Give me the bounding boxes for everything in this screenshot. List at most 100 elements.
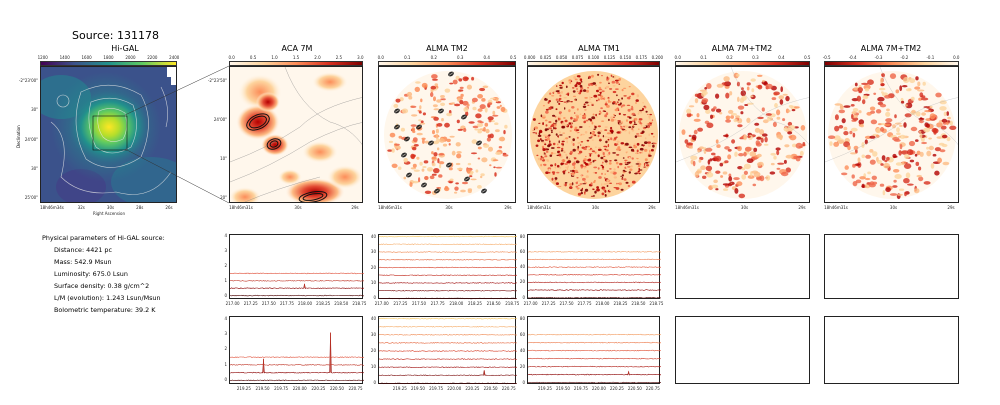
spectrum-series <box>229 280 365 282</box>
higal-x-tick: 26s <box>165 205 173 210</box>
combo7m-colorbar-tick: 0.1 <box>700 55 707 60</box>
spectrum-series <box>378 274 518 276</box>
tm1-map <box>528 67 659 202</box>
tm1-colorbar-tick: 0.200 <box>651 55 664 60</box>
physical-parameters: Physical parameters of Hi-GAL source: Di… <box>42 232 165 316</box>
spectrum-y-tick: 20 <box>370 348 376 353</box>
spectrum-series <box>527 296 662 299</box>
combo7m-x-tick: 30s <box>740 205 749 210</box>
tm1-title: ALMA TM1 <box>578 44 620 53</box>
spectrum-x-tick: 220.75 <box>348 386 363 391</box>
higal-colorbar-tick: 2000 <box>125 55 136 60</box>
combo7m_neg-x-tick: 30s <box>889 205 898 210</box>
spectrum-x-tick: 220.75 <box>501 386 516 391</box>
combo7m-colorbar-tick: 0.0 <box>674 55 681 60</box>
combo7m_neg-colorbar-tick: -0.1 <box>926 55 935 60</box>
spectrum-series <box>527 266 662 268</box>
spectrum-series <box>379 297 518 300</box>
tm2-colorbar <box>378 61 516 66</box>
aca7m-colorbar-tick: 1.5 <box>292 55 300 60</box>
spectrum-y-tick: 80 <box>519 315 525 321</box>
aca7m-colorbar <box>229 61 363 66</box>
spectrum-x-tick: 220.75 <box>645 386 660 391</box>
spectrum-series <box>378 325 517 328</box>
params-heading: Physical parameters of Hi-GAL source: <box>42 234 165 242</box>
spectrum-x-tick: 219.50 <box>410 386 425 391</box>
spectrum-y-tick: 1 <box>224 277 227 283</box>
spectrum-combo7m-neg-b-empty <box>824 316 959 384</box>
source-title: Source: 131178 <box>72 29 159 42</box>
params-l-over-m: L/M (evolution): 1.243 Lsun/Msun <box>54 294 161 302</box>
spectrum-y-tick: 40 <box>370 315 376 321</box>
spectrum-y-tick: 40 <box>519 347 525 353</box>
spectrum-x-tick: 217.75 <box>577 301 592 306</box>
spectrum-series <box>528 365 662 368</box>
spectrum-y-tick: 4 <box>224 315 227 321</box>
tm1-colorbar <box>527 61 660 66</box>
spectrum-y-tick: 20 <box>370 264 376 270</box>
spectrum-y-tick: 2 <box>224 263 227 269</box>
spectrum-y-tick: 20 <box>519 363 525 369</box>
spectrum-x-tick: 219.50 <box>555 386 570 391</box>
combo7m-colorbar-tick: 0.5 <box>804 55 811 60</box>
spectrum-y-tick: 60 <box>519 331 525 337</box>
aca7m-title: ACA 7M <box>281 44 313 53</box>
spectrum-series <box>229 356 365 358</box>
higal-colorbar-tick: 2200 <box>147 55 158 60</box>
aca7m-colorbar-tick: 3.0 <box>357 55 364 60</box>
combo7m-neg-title: ALMA 7M+TM2 <box>860 44 922 53</box>
spectrum-x-tick: 220.00 <box>591 386 606 391</box>
combo7m_neg-colorbar-tick: -0.2 <box>900 55 909 60</box>
params-bolometric-temperature: Bolometric temperature: 39.2 K <box>54 306 156 314</box>
spectrum-series <box>229 332 365 374</box>
aca7m-x-tick: 30s <box>294 205 302 210</box>
spectrum-y-tick: 0 <box>224 377 227 383</box>
spectrum-x-tick: 218.25 <box>613 301 628 306</box>
spectrum-combo7m-neg-a-empty <box>824 234 959 299</box>
spectrum-series <box>378 317 518 320</box>
spectrum-x-tick: 217.25 <box>541 301 556 306</box>
tm1-colorbar-tick: 0.125 <box>603 55 616 60</box>
spectrum-tm2-b <box>378 316 518 385</box>
spectrum-x-tick: 218.75 <box>505 301 520 306</box>
aca7m-x-tick: 18h46m31s <box>229 205 253 210</box>
spectrum-series <box>378 243 517 246</box>
tm1-colorbar-tick: 0.000 <box>523 55 536 60</box>
spectrum-y-tick: 30 <box>370 249 376 255</box>
spectrum-x-tick: 218.00 <box>298 301 313 306</box>
spectrum-series <box>379 259 518 261</box>
spectrum-x-tick: 218.75 <box>352 301 367 306</box>
aca7m-y-tick: -2°23'50" <box>207 78 227 83</box>
spectrum-x-tick: 220.50 <box>627 386 642 391</box>
aca7m-colorbar-tick: 0.0 <box>228 55 235 60</box>
params-mass: Mass: 542.9 Msun <box>54 258 112 266</box>
higal-colorbar <box>40 61 177 66</box>
higal-x-tick: 32s <box>77 205 85 210</box>
spectrum-series <box>378 350 518 352</box>
spectrum-series <box>528 349 662 352</box>
spectrum-y-tick: 3 <box>224 248 227 254</box>
spectrum-aca7m-a <box>229 234 365 299</box>
spectrum-x-tick: 220.00 <box>447 386 462 391</box>
combo7m-map <box>676 67 809 202</box>
tm2-colorbar-tick: 0.3 <box>457 55 464 60</box>
spectrum-combo7m-b-empty <box>675 316 810 384</box>
tm2-title: ALMA TM2 <box>426 44 468 53</box>
spectrum-series <box>527 381 662 384</box>
tm1-colorbar-tick: 0.025 <box>539 55 552 60</box>
spectrum-series <box>378 382 518 385</box>
spectrum-series <box>527 333 662 336</box>
params-surface-density: Surface density: 0.38 g/cm^2 <box>54 282 150 290</box>
spectrum-y-tick: 40 <box>519 264 525 270</box>
tm2-x-tick: 30s <box>445 205 453 210</box>
spectrum-series <box>229 272 365 275</box>
spectrum-series <box>527 341 662 344</box>
spectrum-x-tick: 219.50 <box>255 386 270 391</box>
spectrum-x-tick: 219.75 <box>274 386 289 391</box>
combo7m_neg-colorbar-tick: 0.0 <box>953 55 960 60</box>
spectrum-x-tick: 219.75 <box>429 386 444 391</box>
higal-y-tick: 24'00" <box>24 136 38 142</box>
spectrum-series <box>229 283 365 289</box>
spectrum-series <box>527 274 662 276</box>
spectrum-x-tick: 218.00 <box>595 301 610 306</box>
